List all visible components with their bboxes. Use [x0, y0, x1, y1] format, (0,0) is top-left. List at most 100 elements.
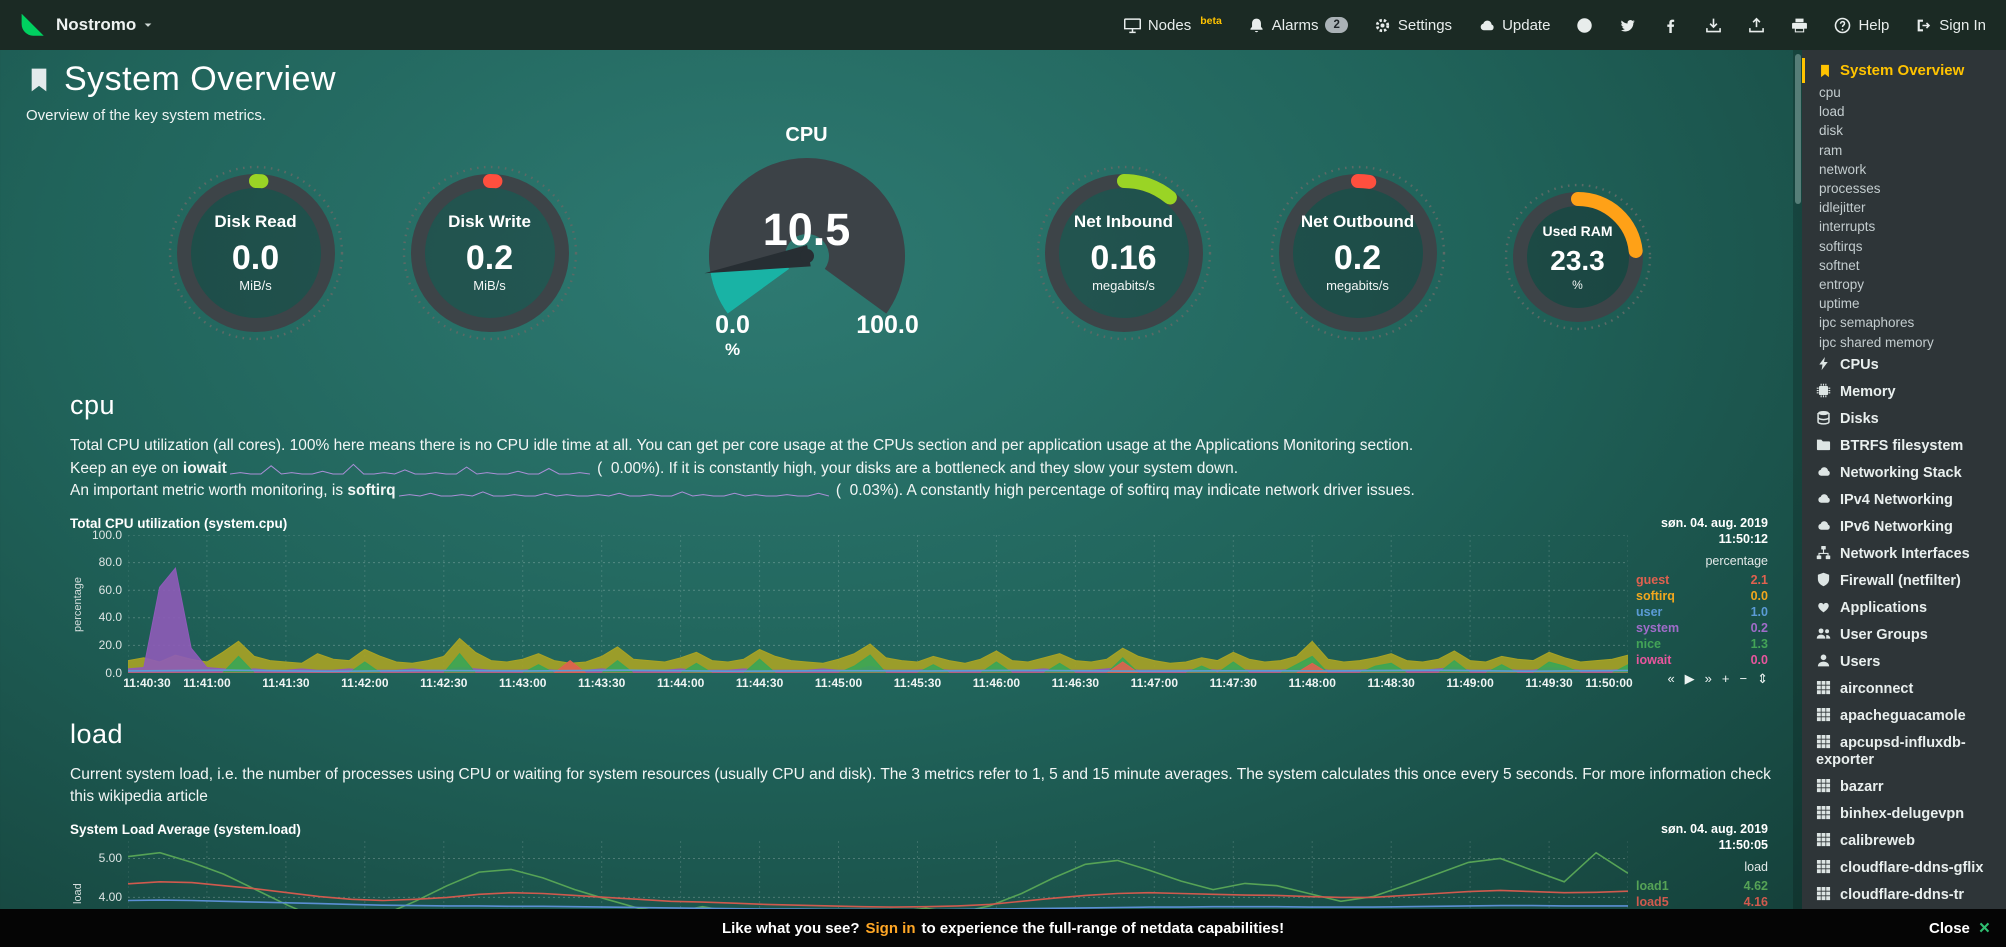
banner-signin-link[interactable]: Sign in	[865, 919, 916, 937]
nav-help[interactable]: Help	[1834, 17, 1889, 34]
legend-series-load5[interactable]: load5 4.16	[1636, 894, 1768, 909]
sidebar-item-firewall-netfilter[interactable]: Firewall (netfilter)	[1802, 568, 2006, 595]
resize-icon[interactable]: ⇕	[1757, 670, 1768, 686]
nav-download-button[interactable]	[1705, 17, 1722, 34]
nav-twitter-button[interactable]	[1619, 17, 1636, 34]
legend-series-softirq[interactable]: softirq 0.0	[1636, 588, 1768, 603]
play-icon[interactable]: ▶	[1684, 670, 1695, 686]
grid-icon	[1816, 833, 1831, 847]
x-axis-ticks: 11:40:30 11:41:00 11:41:30 11:42:00 11:42:30…	[123, 675, 1633, 690]
gauge-net-inbound[interactable]: Net Inbound 0.16 megabits/s	[1035, 164, 1213, 342]
sidebar-item-ipv4-networking[interactable]: IPv4 Networking	[1802, 487, 2006, 514]
page-scrollbar[interactable]	[1793, 50, 1802, 947]
gauge-used-ram[interactable]: Used RAM 23.3%	[1503, 182, 1653, 332]
gauge-cpu[interactable]: CPU 10.5 0.0 100.0%	[657, 124, 957, 362]
pan-forward-icon[interactable]: »	[1704, 670, 1712, 686]
chart-title: System Load Average (system.load)	[70, 821, 301, 837]
banner-text-post: to experience the full-range of netdata …	[921, 919, 1285, 937]
legend-series-guest[interactable]: guest 2.1	[1636, 572, 1768, 587]
sidebar-item-cpu[interactable]: cpu	[1819, 85, 1841, 101]
user-icon	[1817, 654, 1830, 667]
sidebar-item-binhex-delugevpn[interactable]: binhex-delugevpn	[1802, 801, 2006, 828]
grid-icon	[1816, 779, 1831, 793]
nav-alarms[interactable]: Alarms 2	[1248, 17, 1348, 34]
sidebar-item-ram[interactable]: ram	[1819, 142, 1843, 158]
legend-series-load1[interactable]: load1 4.62	[1636, 878, 1768, 893]
sidebar-item-disks[interactable]: Disks	[1802, 406, 2006, 433]
sidebar-item-applications[interactable]: Applications	[1802, 595, 2006, 622]
bell-icon	[1250, 18, 1263, 32]
gauge-ring	[402, 165, 577, 341]
sidebar-item-cloudflare-ddns-gflix[interactable]: cloudflare-ddns-gflix	[1802, 855, 2006, 882]
sidebar-item-interrupts[interactable]: interrupts	[1819, 219, 1876, 235]
sidebar-item-bazarr[interactable]: bazarr	[1802, 774, 2006, 801]
gauge-value: 0.0	[231, 238, 280, 277]
db-icon	[1817, 411, 1830, 425]
sidebar-item-network[interactable]: network	[1819, 161, 1867, 177]
inline-sparkline-chart[interactable]	[398, 483, 829, 498]
inline-sparkline-chart[interactable]	[229, 461, 590, 476]
nav-nodes[interactable]: Nodes beta	[1123, 15, 1222, 34]
twitter-icon	[1621, 19, 1636, 31]
sidebar-item-system-overview[interactable]: System Overview	[1802, 58, 2006, 83]
sidebar-item-ipc-shared-memory[interactable]: ipc shared memory	[1819, 334, 1934, 350]
gauge-dial	[703, 158, 905, 314]
sidebar-item-softirqs[interactable]: softirqs	[1819, 238, 1863, 254]
sidebar-item-cloudflare-ddns-tr[interactable]: cloudflare-ddns-tr	[1802, 882, 2006, 909]
scrollbar-thumb[interactable]	[1794, 54, 1801, 204]
plot-area[interactable]	[127, 534, 1629, 674]
plot-canvas[interactable]	[127, 534, 1629, 674]
gauge-net-outbound[interactable]: Net Outbound 0.2 megabits/s	[1269, 164, 1447, 342]
sidebar-item-apcupsd-influxdb-exporter[interactable]: apcupsd-influxdb-exporter	[1816, 735, 1966, 769]
legend-series-system[interactable]: system 0.2	[1636, 620, 1768, 635]
nav-github-button[interactable]	[1576, 17, 1593, 34]
legend-series-nice[interactable]: nice 1.3	[1636, 636, 1768, 651]
legend-series-iowait[interactable]: iowait 0.0	[1636, 652, 1768, 667]
y-axis-label: percentage	[72, 575, 84, 632]
banner-close-button[interactable]: Close ×	[1929, 919, 1990, 938]
cpu-heading: cpu	[70, 390, 116, 420]
zoom-out-icon[interactable]: −	[1739, 670, 1748, 686]
sidebar-item-entropy[interactable]: entropy	[1819, 276, 1865, 292]
sidebar-item-idlejitter[interactable]: idlejitter	[1819, 200, 1866, 216]
gauge-disk-write[interactable]: Disk Write 0.2 MiB/s	[401, 164, 579, 342]
gauge-title: Used RAM	[1542, 222, 1613, 239]
sidebar-item-softnet[interactable]: softnet	[1819, 257, 1860, 273]
nav-printer-button[interactable]	[1791, 17, 1808, 34]
legend-series-user[interactable]: user 1.0	[1636, 604, 1768, 619]
sidebar-item-uptime[interactable]: uptime	[1819, 296, 1860, 312]
legend-units: load	[1744, 859, 1768, 874]
nav-settings[interactable]: Settings	[1374, 17, 1452, 34]
zoom-in-icon[interactable]: +	[1721, 670, 1730, 686]
chart-time: 11:50:05	[1718, 837, 1768, 852]
sidebar-item-calibreweb[interactable]: calibreweb	[1802, 828, 2006, 855]
sidebar-item-user-groups[interactable]: User Groups	[1802, 622, 2006, 649]
nav-update[interactable]: Update	[1478, 17, 1550, 34]
chart-cpu[interactable]: Total CPU utilization (system.cpu) percen…	[70, 515, 1768, 691]
shield-icon	[1817, 572, 1830, 587]
nav-facebook-button[interactable]	[1662, 17, 1679, 34]
cpu-description-line3: An important metric worth monitoring, is…	[70, 482, 1415, 499]
sidebar-item-ipc-semaphores[interactable]: ipc semaphores	[1819, 315, 1915, 331]
gauge-title: Disk Read	[214, 212, 297, 232]
nav-upload-button[interactable]	[1748, 17, 1765, 34]
sidebar-item-load[interactable]: load	[1819, 104, 1845, 120]
nav-sign-in[interactable]: Sign In	[1915, 17, 1986, 34]
sidebar-item-ipv6-networking[interactable]: IPv6 Networking	[1802, 514, 2006, 541]
users-icon	[1816, 628, 1831, 639]
pan-backward-icon[interactable]: «	[1667, 670, 1675, 686]
sidebar-item-cpus[interactable]: CPUs	[1802, 352, 2006, 379]
chart-legend: søn. 04. aug. 2019 11:50:12 percentage gues…	[1636, 515, 1768, 689]
gauge-disk-read[interactable]: Disk Read 0.0 MiB/s	[167, 164, 345, 342]
sidebar-item-airconnect[interactable]: airconnect	[1802, 676, 2006, 703]
sidebar-item-memory[interactable]: Memory	[1802, 379, 2006, 406]
sidebar-item-processes[interactable]: processes	[1819, 181, 1881, 197]
sidebar-item-network-interfaces[interactable]: Network Interfaces	[1802, 541, 2006, 568]
sidebar-item-disk[interactable]: disk	[1819, 123, 1844, 139]
sidebar-item-users[interactable]: Users	[1802, 649, 2006, 676]
sidebar-item-apacheguacamole[interactable]: apacheguacamole	[1802, 703, 2006, 730]
sidebar-item-networking-stack[interactable]: Networking Stack	[1802, 460, 2006, 487]
node-dropdown[interactable]: Nostromo	[56, 15, 154, 35]
cloud-icon	[1818, 467, 1830, 476]
sidebar-item-btrfs-filesystem[interactable]: BTRFS filesystem	[1802, 433, 2006, 460]
